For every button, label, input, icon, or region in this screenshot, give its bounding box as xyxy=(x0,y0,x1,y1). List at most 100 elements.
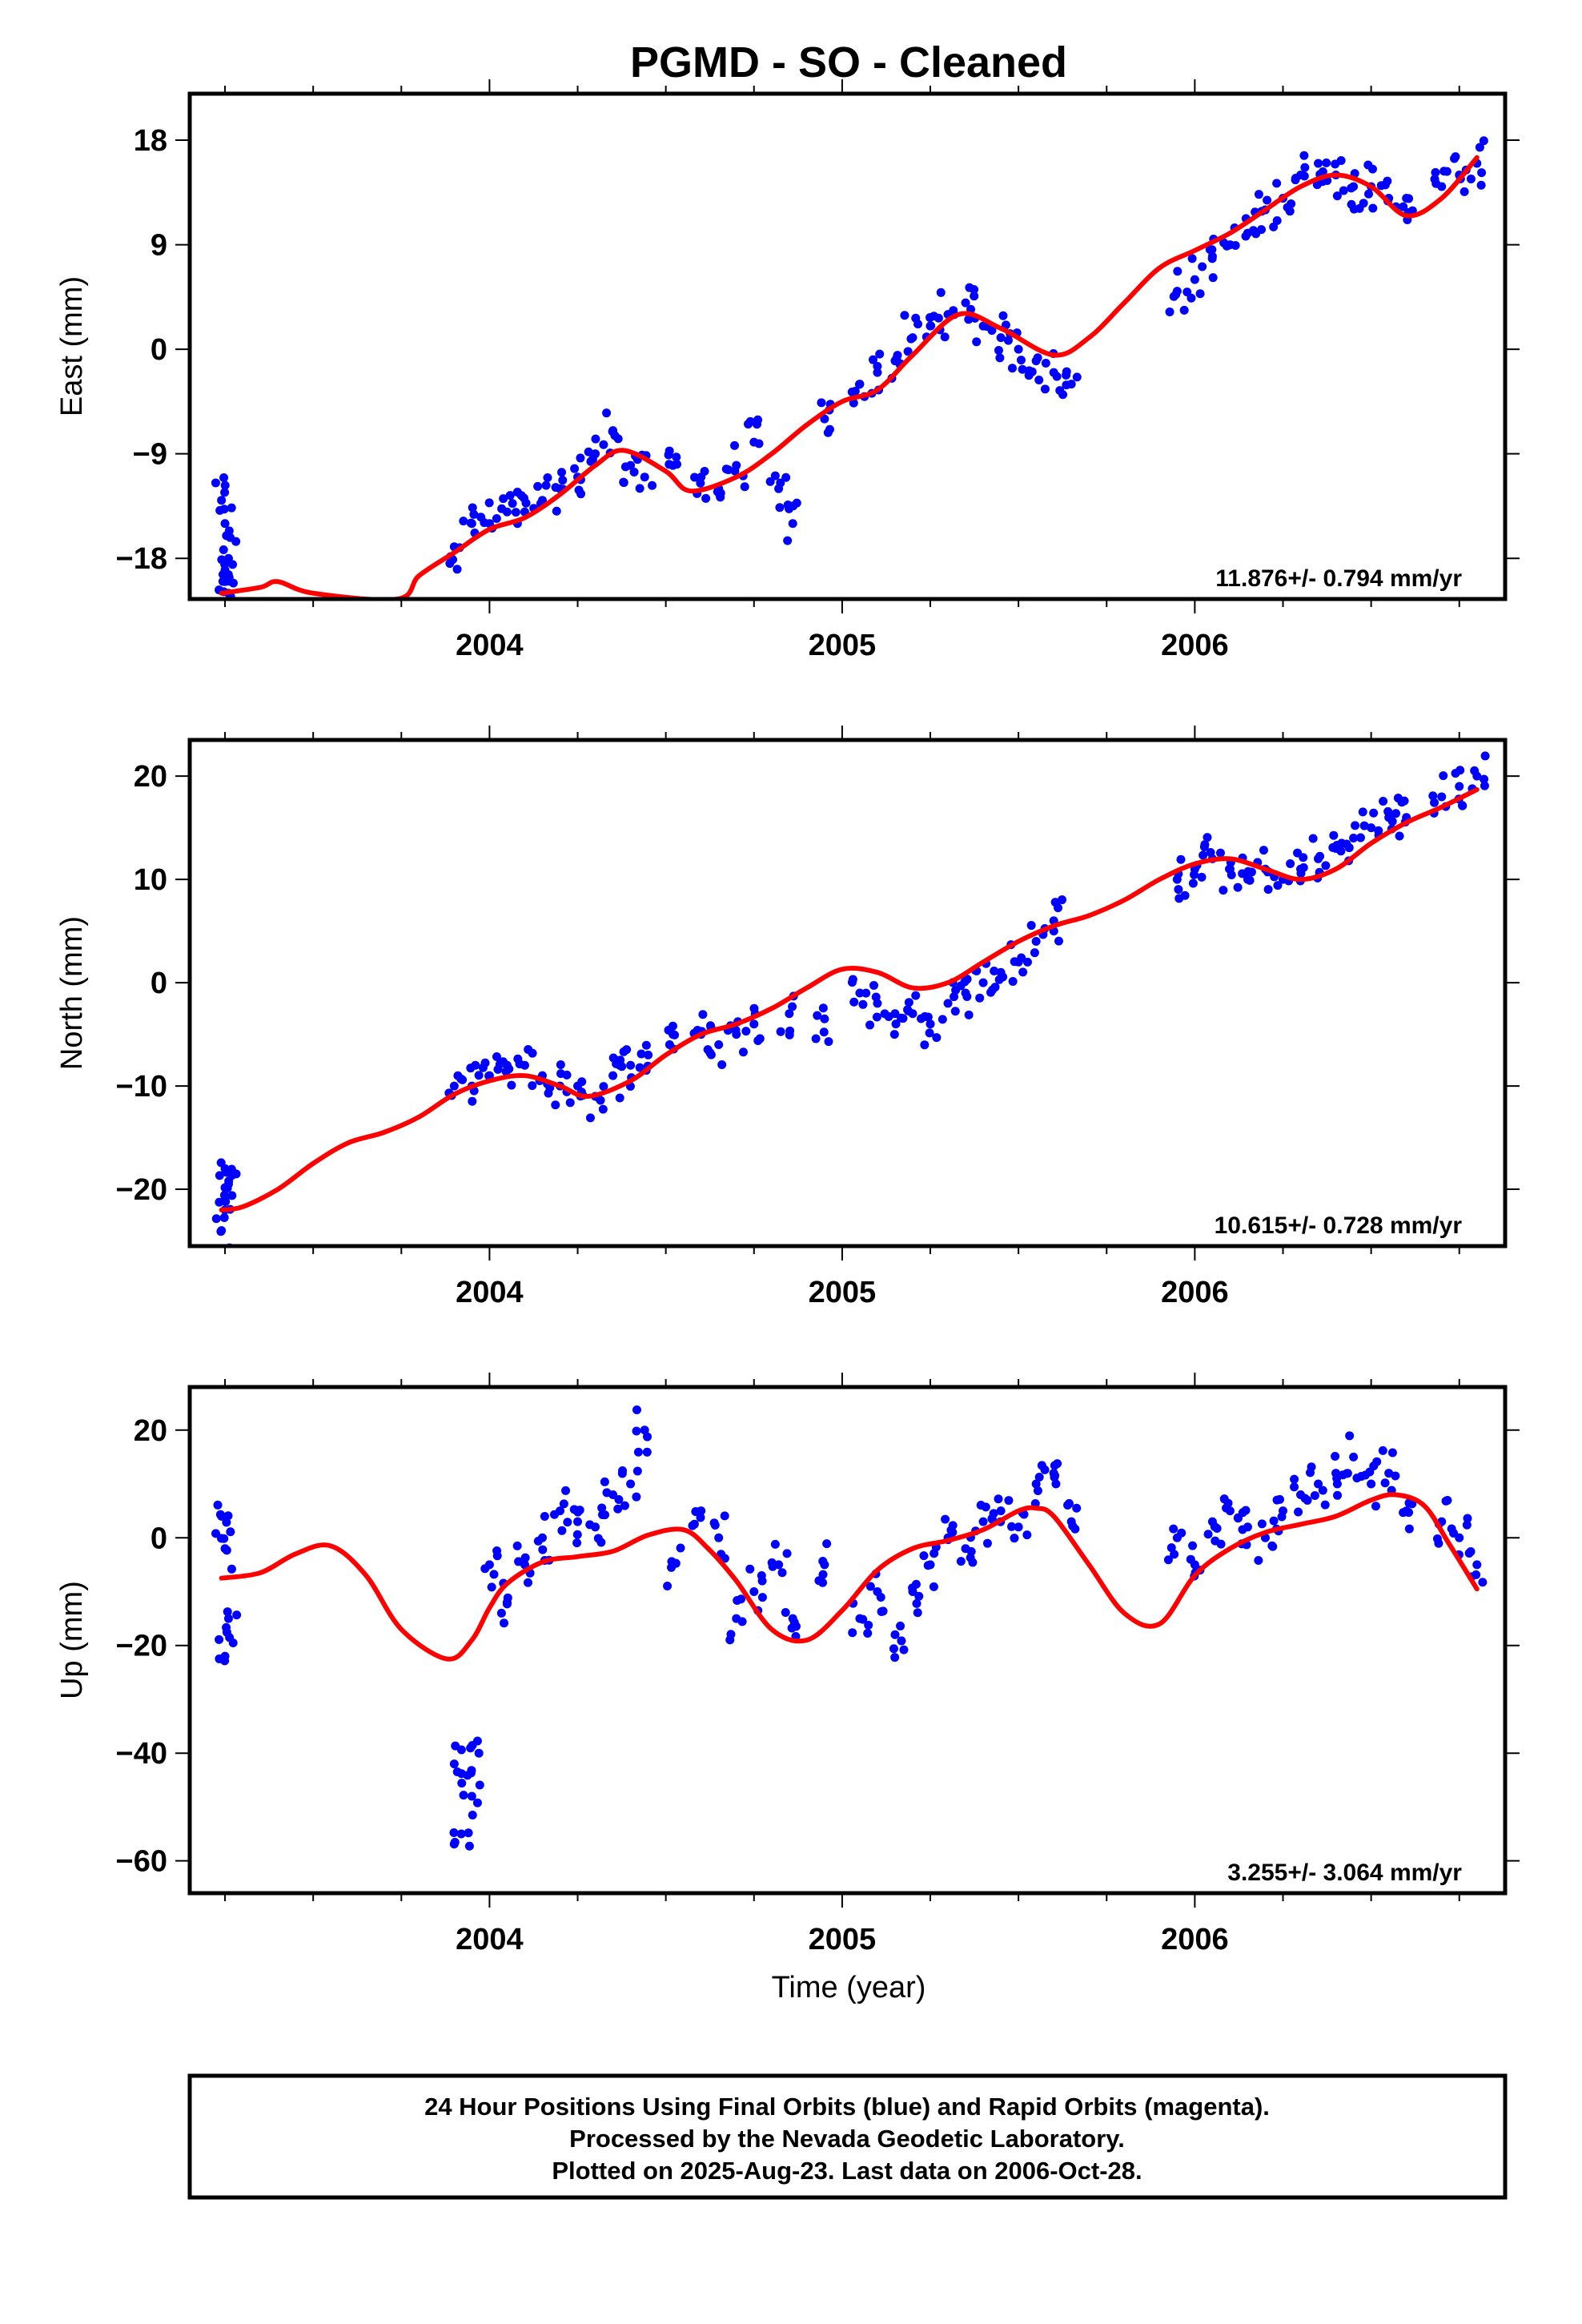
rate-label: 10.615+/- 0.728 mm/yr xyxy=(1215,1212,1463,1239)
caption-frame xyxy=(187,2073,1508,2200)
observation-point-jitter xyxy=(1430,798,1439,807)
observation-point-jitter xyxy=(513,1054,523,1063)
observation-point-jitter xyxy=(476,513,486,522)
model-curve xyxy=(219,155,1480,599)
observation-point-jitter xyxy=(1369,808,1379,818)
y-tick-label: −9 xyxy=(133,438,167,472)
observation-point xyxy=(1437,792,1447,802)
plot-area xyxy=(211,136,1488,615)
observation-point-jitter xyxy=(903,1005,913,1015)
observation-point-jitter xyxy=(1208,273,1218,283)
observation-point-jitter xyxy=(1207,254,1217,263)
observation-point xyxy=(220,519,230,529)
observation-point xyxy=(714,1039,724,1049)
observation-point xyxy=(714,1533,724,1542)
observation-point-jitter xyxy=(1431,167,1440,177)
observation-point-jitter xyxy=(783,536,793,545)
up-panel: 2004 2005 2006 −60 −40 −20 0 20 Up (mm) 3.255+/- … xyxy=(55,1373,1520,1956)
x-axis-label: Time (year) xyxy=(772,1971,926,2004)
observation-point-jitter xyxy=(620,462,630,472)
observation-point-jitter xyxy=(452,565,462,574)
observation-point-jitter xyxy=(514,1557,524,1566)
observation-point-jitter xyxy=(1062,367,1071,376)
observation-point-jitter xyxy=(222,531,231,541)
observation-point-jitter xyxy=(1186,293,1196,303)
observation-point-jitter xyxy=(1018,967,1028,977)
observation-point-jitter xyxy=(665,446,674,456)
observation-point-jitter xyxy=(990,966,999,975)
observation-point-jitter xyxy=(558,476,568,485)
observation-point-jitter xyxy=(1439,167,1449,176)
observation-point-jitter xyxy=(950,992,959,1002)
observation-point-jitter xyxy=(1434,1538,1443,1548)
observation-point-jitter xyxy=(1269,1516,1279,1526)
observation-point-jitter xyxy=(1365,1467,1375,1477)
observation-point-jitter xyxy=(1290,1474,1299,1484)
observation-point-jitter xyxy=(1030,948,1039,958)
observation-point-jitter xyxy=(914,1591,924,1601)
observation-point-jitter xyxy=(868,355,877,364)
observation-point-jitter xyxy=(740,482,749,492)
observation-point-jitter xyxy=(598,1104,608,1114)
observation-point-jitter xyxy=(215,1634,224,1644)
observation-point-jitter xyxy=(507,1080,516,1090)
observation-point-jitter xyxy=(1331,159,1340,169)
observation-point-jitter xyxy=(738,1047,748,1057)
observation-point-jitter xyxy=(1273,881,1283,891)
observation-point-jitter xyxy=(456,1745,466,1755)
observation-point-jitter xyxy=(1225,864,1235,874)
observation-point xyxy=(1031,937,1041,947)
observation-point-jitter xyxy=(596,1096,605,1105)
observation-point-jitter xyxy=(223,1607,232,1617)
observation-point-jitter xyxy=(994,345,1003,355)
observation-point-jitter xyxy=(1399,1508,1408,1518)
observation-point-jitter xyxy=(540,1512,549,1522)
observation-point-jitter xyxy=(1171,290,1181,300)
observation-point-jitter xyxy=(753,420,762,429)
observation-point-jitter xyxy=(932,1033,942,1043)
observation-point-jitter xyxy=(466,1743,476,1753)
observation-point xyxy=(644,1050,653,1059)
observation-point-jitter xyxy=(1215,848,1225,858)
observation-point-jitter xyxy=(495,1059,504,1069)
observation-point-jitter xyxy=(1303,1495,1312,1505)
observation-point-jitter xyxy=(940,332,950,342)
observation-point-jitter xyxy=(596,1538,606,1547)
observation-point-jitter xyxy=(216,1158,226,1168)
observation-point-jitter xyxy=(754,439,764,448)
observation-point-jitter xyxy=(1177,1528,1186,1538)
observation-point xyxy=(640,472,649,482)
observation-point-jitter xyxy=(818,1003,828,1013)
y-axis-label: Up (mm) xyxy=(55,1581,89,1699)
observation-point-jitter xyxy=(635,484,644,493)
observation-point-jitter xyxy=(219,1212,229,1222)
observation-point-jitter xyxy=(563,1518,572,1527)
observation-point-jitter xyxy=(700,466,709,476)
observation-point-jitter xyxy=(511,508,520,517)
observation-point-jitter xyxy=(813,1011,822,1020)
observation-point-jitter xyxy=(770,471,780,480)
observation-point-jitter xyxy=(1460,187,1469,196)
observation-point-jitter xyxy=(817,398,826,408)
y-tick-label: −20 xyxy=(116,1173,167,1207)
observation-point-jitter xyxy=(972,337,982,347)
plot-frame xyxy=(187,738,1508,1248)
observation-point-jitter xyxy=(572,1538,582,1548)
observation-point-jitter xyxy=(1019,1510,1029,1519)
observation-point-jitter xyxy=(222,1622,231,1632)
observation-point-jitter xyxy=(1163,1555,1173,1565)
observation-point-jitter xyxy=(227,606,236,615)
observation-point-jitter xyxy=(913,1608,922,1618)
observation-point-jitter xyxy=(919,1551,929,1561)
observation-point xyxy=(223,1614,233,1623)
observation-point-jitter xyxy=(500,1618,509,1628)
observation-point-jitter xyxy=(1332,191,1342,201)
y-tick-label: −10 xyxy=(116,1070,167,1104)
observation-point-jitter xyxy=(227,1164,236,1174)
observation-point-jitter xyxy=(1058,390,1068,400)
observation-point-jitter xyxy=(950,1007,960,1016)
observation-point-jitter xyxy=(1315,851,1325,861)
observation-point-jitter xyxy=(768,1562,777,1571)
observation-point-jitter xyxy=(889,1644,898,1654)
figure-title: PGMD - SO - Cleaned xyxy=(630,38,1067,86)
